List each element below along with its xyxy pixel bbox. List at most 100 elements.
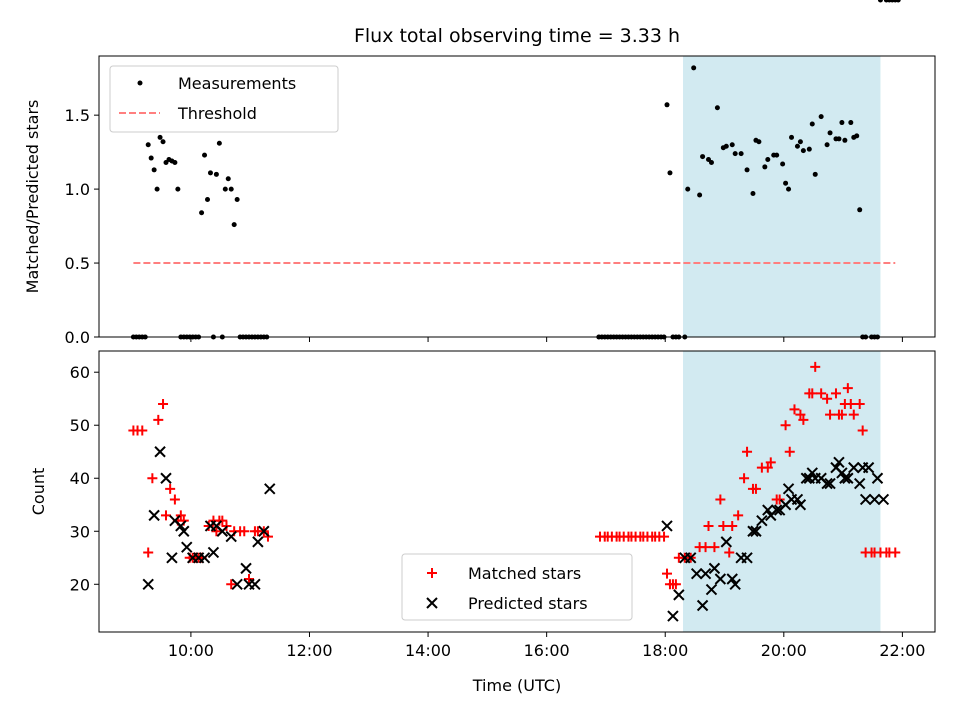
measurement-point — [664, 102, 670, 108]
legend-label-measurements: Measurements — [178, 74, 296, 93]
matched-star-point — [703, 520, 714, 531]
matched-star-point — [733, 510, 744, 521]
predicted-star-point — [252, 536, 264, 548]
measurement-point — [857, 207, 863, 213]
measurement-point — [738, 151, 744, 157]
ratio-y-axis-label: Matched/Predicted stars — [23, 100, 42, 294]
measurement-point — [774, 152, 780, 158]
matched-star-point — [789, 404, 800, 415]
matched-star-point — [854, 399, 865, 410]
matched-star-point — [780, 420, 791, 431]
measurement-point — [700, 154, 706, 160]
measurement-point — [806, 146, 812, 152]
matched-star-point — [798, 414, 809, 425]
predicted-star-point — [821, 477, 833, 490]
matched-star-point — [784, 446, 795, 457]
measurement-point — [780, 161, 786, 167]
count-legend-box — [401, 553, 633, 621]
measurement-point — [231, 222, 237, 228]
matched-star-point — [226, 579, 237, 590]
y-tick-label: 1.0 — [65, 180, 90, 199]
measurement-point — [202, 152, 208, 158]
x-tick-label: 20:00 — [761, 641, 807, 660]
predicted-star-point — [249, 578, 261, 590]
y-tick-label: 60 — [70, 363, 90, 382]
predicted-star-point — [750, 525, 762, 537]
measurement-point — [895, 0, 901, 3]
predicted-star-point — [142, 578, 154, 590]
matched-star-point — [659, 531, 670, 542]
measurement-point — [783, 180, 789, 186]
measurement-point — [765, 157, 771, 163]
ratio-x-ticks — [190, 337, 903, 342]
predicted-star-point — [756, 514, 768, 527]
matched-star-point — [169, 494, 180, 505]
matched-star-point — [795, 409, 806, 420]
measurement-point — [207, 170, 213, 176]
matched-star-point — [750, 483, 761, 494]
count-legend: Matched stars Predicted stars — [401, 553, 633, 621]
measurement-point — [697, 192, 703, 198]
matched-star-point — [147, 473, 158, 484]
predicted-star-point — [842, 472, 854, 484]
matched-star-point — [718, 520, 729, 531]
legend-label-matched: Matched stars — [468, 564, 581, 583]
predicted-star-point — [699, 567, 712, 580]
predicted-star-point — [231, 578, 243, 590]
predicted-star-point — [181, 541, 193, 553]
predicted-star-point — [791, 493, 804, 506]
predicted-star-point — [741, 552, 753, 564]
predicted-star-point — [166, 552, 178, 564]
matched-star-point — [727, 520, 738, 531]
predicted-star-point — [726, 573, 738, 585]
y-tick-label: 30 — [70, 522, 90, 541]
predicted-star-point — [720, 536, 733, 548]
x-tick-label: 22:00 — [879, 641, 925, 660]
observing-window-span — [683, 56, 881, 337]
matched-star-point — [807, 388, 818, 399]
x-tick-label: 18:00 — [642, 641, 688, 660]
matched-star-point — [739, 473, 750, 484]
predicted-star-point — [806, 467, 818, 479]
measurement-point — [854, 133, 860, 139]
y-tick-label: 0.5 — [65, 254, 90, 273]
matched-star-point — [724, 547, 735, 558]
predicted-star-point — [762, 504, 774, 516]
matched-star-point — [700, 542, 711, 553]
predicted-star-point — [264, 483, 276, 495]
matched-star-point — [709, 542, 720, 553]
predicted-star-point — [839, 472, 851, 484]
predicted-star-point — [225, 530, 237, 543]
count-x-ticks: 10:00 12:00 14:00 16:00 18:00 20:00 22:00 — [168, 632, 925, 660]
legend-marker-matched — [427, 568, 437, 578]
count-y-axis-label: Count — [29, 468, 48, 516]
predicted-star-point — [853, 477, 866, 490]
measurement-point — [228, 186, 234, 192]
measurement-point — [794, 143, 800, 149]
measurement-point — [786, 186, 792, 192]
matched-star-point — [890, 547, 901, 558]
predicted-star-point — [178, 525, 190, 537]
y-tick-label: 1.5 — [65, 106, 90, 125]
predicted-star-point — [708, 562, 721, 575]
measurement-point — [842, 137, 848, 143]
predicted-star-point — [154, 446, 166, 458]
measurement-point — [175, 186, 181, 192]
predicted-star-point — [240, 562, 252, 575]
x-axis-label: Time (UTC) — [472, 676, 561, 695]
predicted-star-point — [859, 493, 872, 506]
matched-star-point — [810, 361, 821, 372]
legend-marker-measurements — [137, 80, 143, 86]
predicted-star-point — [673, 589, 685, 601]
count-y-ticks: 20 30 40 50 60 — [70, 363, 99, 594]
measurement-point — [789, 134, 795, 140]
measurement-point — [762, 164, 768, 170]
x-tick-label: 10:00 — [168, 641, 214, 660]
matched-star-point — [203, 520, 214, 531]
measurement-point — [809, 121, 815, 127]
count-series-layer — [128, 361, 901, 622]
measurement-point — [714, 105, 720, 111]
measurement-point — [750, 191, 756, 197]
predicted-star-point — [770, 504, 783, 516]
